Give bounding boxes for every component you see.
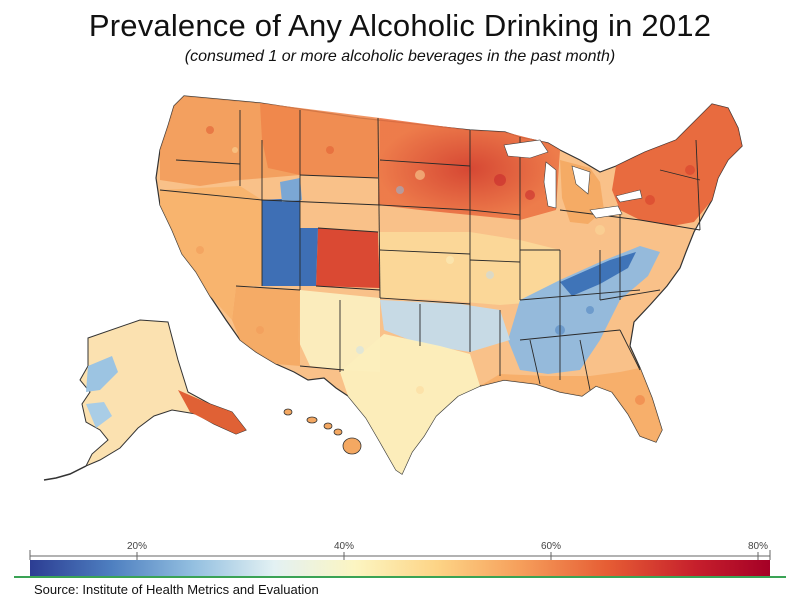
legend-label-20: 20% bbox=[126, 541, 148, 552]
region-texas bbox=[340, 334, 480, 474]
conus-region bbox=[155, 95, 743, 475]
county-texture bbox=[196, 126, 695, 405]
color-legend bbox=[14, 550, 786, 578]
region-central-plains bbox=[378, 232, 560, 305]
region-montana bbox=[260, 103, 380, 178]
source-credit: Source: Institute of Health Metrics and … bbox=[34, 582, 319, 597]
region-appalachia-south bbox=[508, 246, 660, 374]
state-borders bbox=[159, 110, 701, 391]
region-gulf-coast bbox=[480, 368, 662, 442]
region-michigan bbox=[560, 160, 604, 224]
map-title: Prevalence of Any Alcoholic Drinking in … bbox=[88, 8, 712, 43]
legend-label-40: 40% bbox=[333, 541, 355, 552]
legend-color-bar bbox=[30, 560, 770, 576]
region-oklahoma bbox=[380, 300, 510, 352]
region-northeast bbox=[612, 104, 742, 226]
legend-label-60: 60% bbox=[540, 541, 562, 552]
region-california-nevada bbox=[160, 186, 262, 320]
map-subtitle: (consumed 1 or more alcoholic beverages … bbox=[184, 48, 616, 65]
region-utah bbox=[262, 198, 318, 286]
hawaii-inset bbox=[283, 408, 362, 455]
region-upper-midwest bbox=[378, 118, 560, 220]
alaska-inset bbox=[43, 319, 247, 481]
alaska-outline bbox=[79, 319, 247, 467]
region-arizona bbox=[232, 286, 300, 366]
region-colorado bbox=[316, 228, 380, 288]
legend-base-line bbox=[14, 576, 786, 578]
alaska-southeast-red bbox=[178, 390, 246, 434]
alaska-west-blue bbox=[86, 356, 118, 392]
alaska-southwest-blue bbox=[86, 402, 112, 428]
great-lakes bbox=[503, 139, 643, 219]
region-idaho-east bbox=[280, 178, 302, 202]
region-kentucky-core bbox=[560, 252, 636, 296]
legend-label-80: 80% bbox=[747, 541, 769, 552]
alaska-aleutians bbox=[43, 465, 87, 481]
